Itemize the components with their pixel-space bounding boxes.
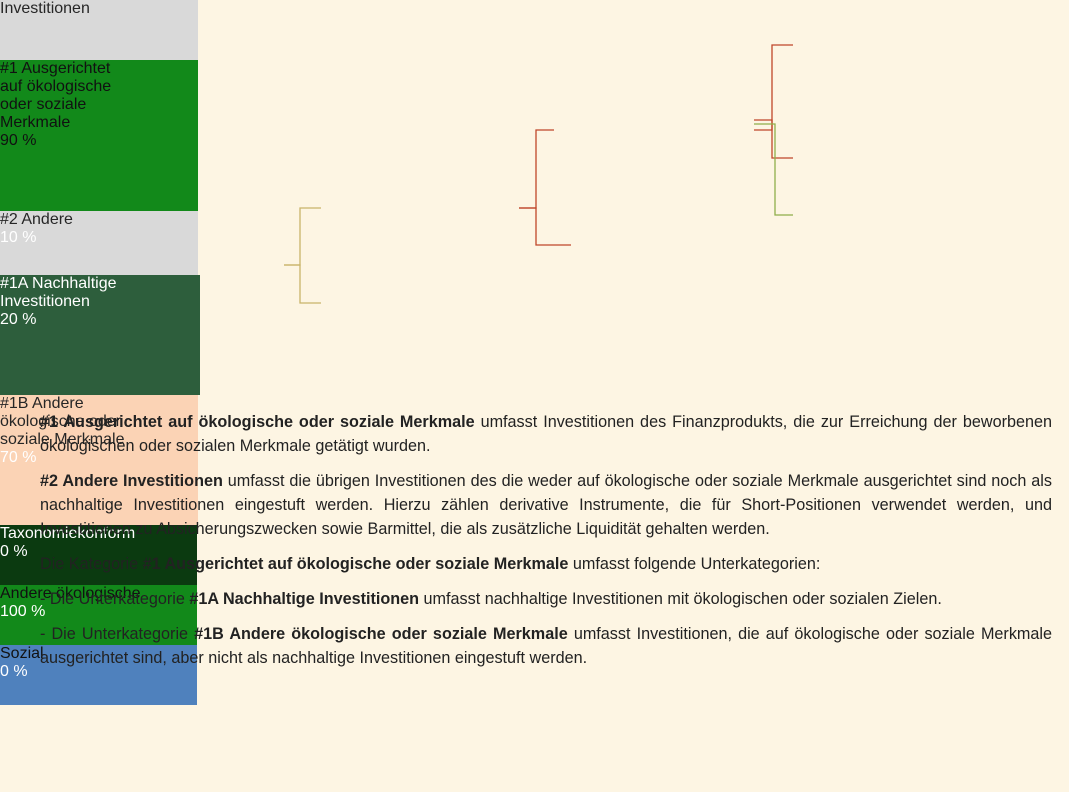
node-label: ökologische oder xyxy=(0,413,121,430)
node: #1A Nachhaltige Investitionen 20 % xyxy=(0,275,200,395)
text: umfasst Investitionen des Finanzprodukts… xyxy=(40,413,1052,455)
paragraph: - Die Unterkategorie #1B Andere ökologis… xyxy=(40,622,1052,670)
node-value: 100 % xyxy=(0,603,46,620)
connector xyxy=(754,119,793,159)
connector xyxy=(284,264,321,304)
node-label: Merkmale xyxy=(0,114,71,131)
diagram: Investitionen #1 Ausgerichtet auf ökologis… xyxy=(0,0,200,705)
bold-text: #2 Andere Investitionen xyxy=(40,472,223,490)
text: - Die Unterkategorie xyxy=(40,625,195,643)
node-label: Sozial xyxy=(0,645,44,662)
node-value: 0 % xyxy=(0,543,28,560)
bold-text: #1 Ausgerichtet auf ökologische oder soz… xyxy=(142,555,569,573)
node-label: soziale Merkmale xyxy=(0,431,125,448)
connector xyxy=(284,207,321,266)
connectors xyxy=(284,44,793,304)
node: Investitionen xyxy=(0,0,198,60)
node-label: auf ökologische xyxy=(0,78,112,95)
connector xyxy=(754,44,793,131)
node-value: 70 % xyxy=(0,449,37,466)
node-value: 0 % xyxy=(0,663,28,680)
node-label: Investitionen xyxy=(0,0,90,17)
node-label: Andere ökologische xyxy=(0,585,141,602)
connector xyxy=(754,123,793,216)
node-label: oder soziale xyxy=(0,96,87,113)
text: Die Kategorie xyxy=(40,555,143,573)
connector xyxy=(519,207,571,246)
node-label: Taxonomiekonform xyxy=(0,525,136,542)
node-label: #1 Ausgerichtet xyxy=(0,60,111,77)
bold-text: #1 Ausgerichtet auf ökologische oder soz… xyxy=(40,413,475,431)
text: - Die Unterkategorie xyxy=(40,590,190,608)
node-label: #1B Andere xyxy=(0,395,84,412)
text: umfasst nachhaltige Investitionen mit ök… xyxy=(419,590,942,608)
paragraph: #1 Ausgerichtet auf ökologische oder soz… xyxy=(40,410,1052,458)
node-value: 90 % xyxy=(0,132,37,149)
text: umfasst die übrigen Investitionen des di… xyxy=(40,472,1052,538)
bold-text: #1A Nachhaltige Investitionen xyxy=(189,590,420,608)
node: #2 Andere 10 % xyxy=(0,211,198,275)
paragraph: - Die Unterkategorie #1A Nachhaltige Inv… xyxy=(40,587,1052,611)
node-label: #1A Nachhaltige xyxy=(0,275,117,292)
connector xyxy=(519,129,554,209)
node: #1 Ausgerichtet auf ökologische oder sozia… xyxy=(0,60,198,211)
node-label: Investitionen xyxy=(0,293,90,310)
description: #1 Ausgerichtet auf ökologische oder soz… xyxy=(40,410,1052,681)
node-value: 10 % xyxy=(0,229,37,246)
text: umfasst folgende Unterkategorien: xyxy=(568,555,821,573)
node: Andere ökologische 100 % xyxy=(0,585,197,645)
paragraph: #2 Andere Investitionen umfasst die übri… xyxy=(40,469,1052,541)
paragraph: Die Kategorie #1 Ausgerichtet auf ökolog… xyxy=(40,552,1052,576)
bold-text: #1B Andere ökologische oder soziale Merk… xyxy=(194,625,568,643)
node: Sozial 0 % xyxy=(0,645,197,705)
node: Taxonomiekonform 0 % xyxy=(0,525,197,585)
node-value: 20 % xyxy=(0,311,37,328)
text: umfasst Investitionen, die auf ökologisc… xyxy=(40,625,1053,667)
node: #1B Andere ökologische oder soziale Merkma… xyxy=(0,395,198,525)
node-label: #2 Andere xyxy=(0,211,73,228)
